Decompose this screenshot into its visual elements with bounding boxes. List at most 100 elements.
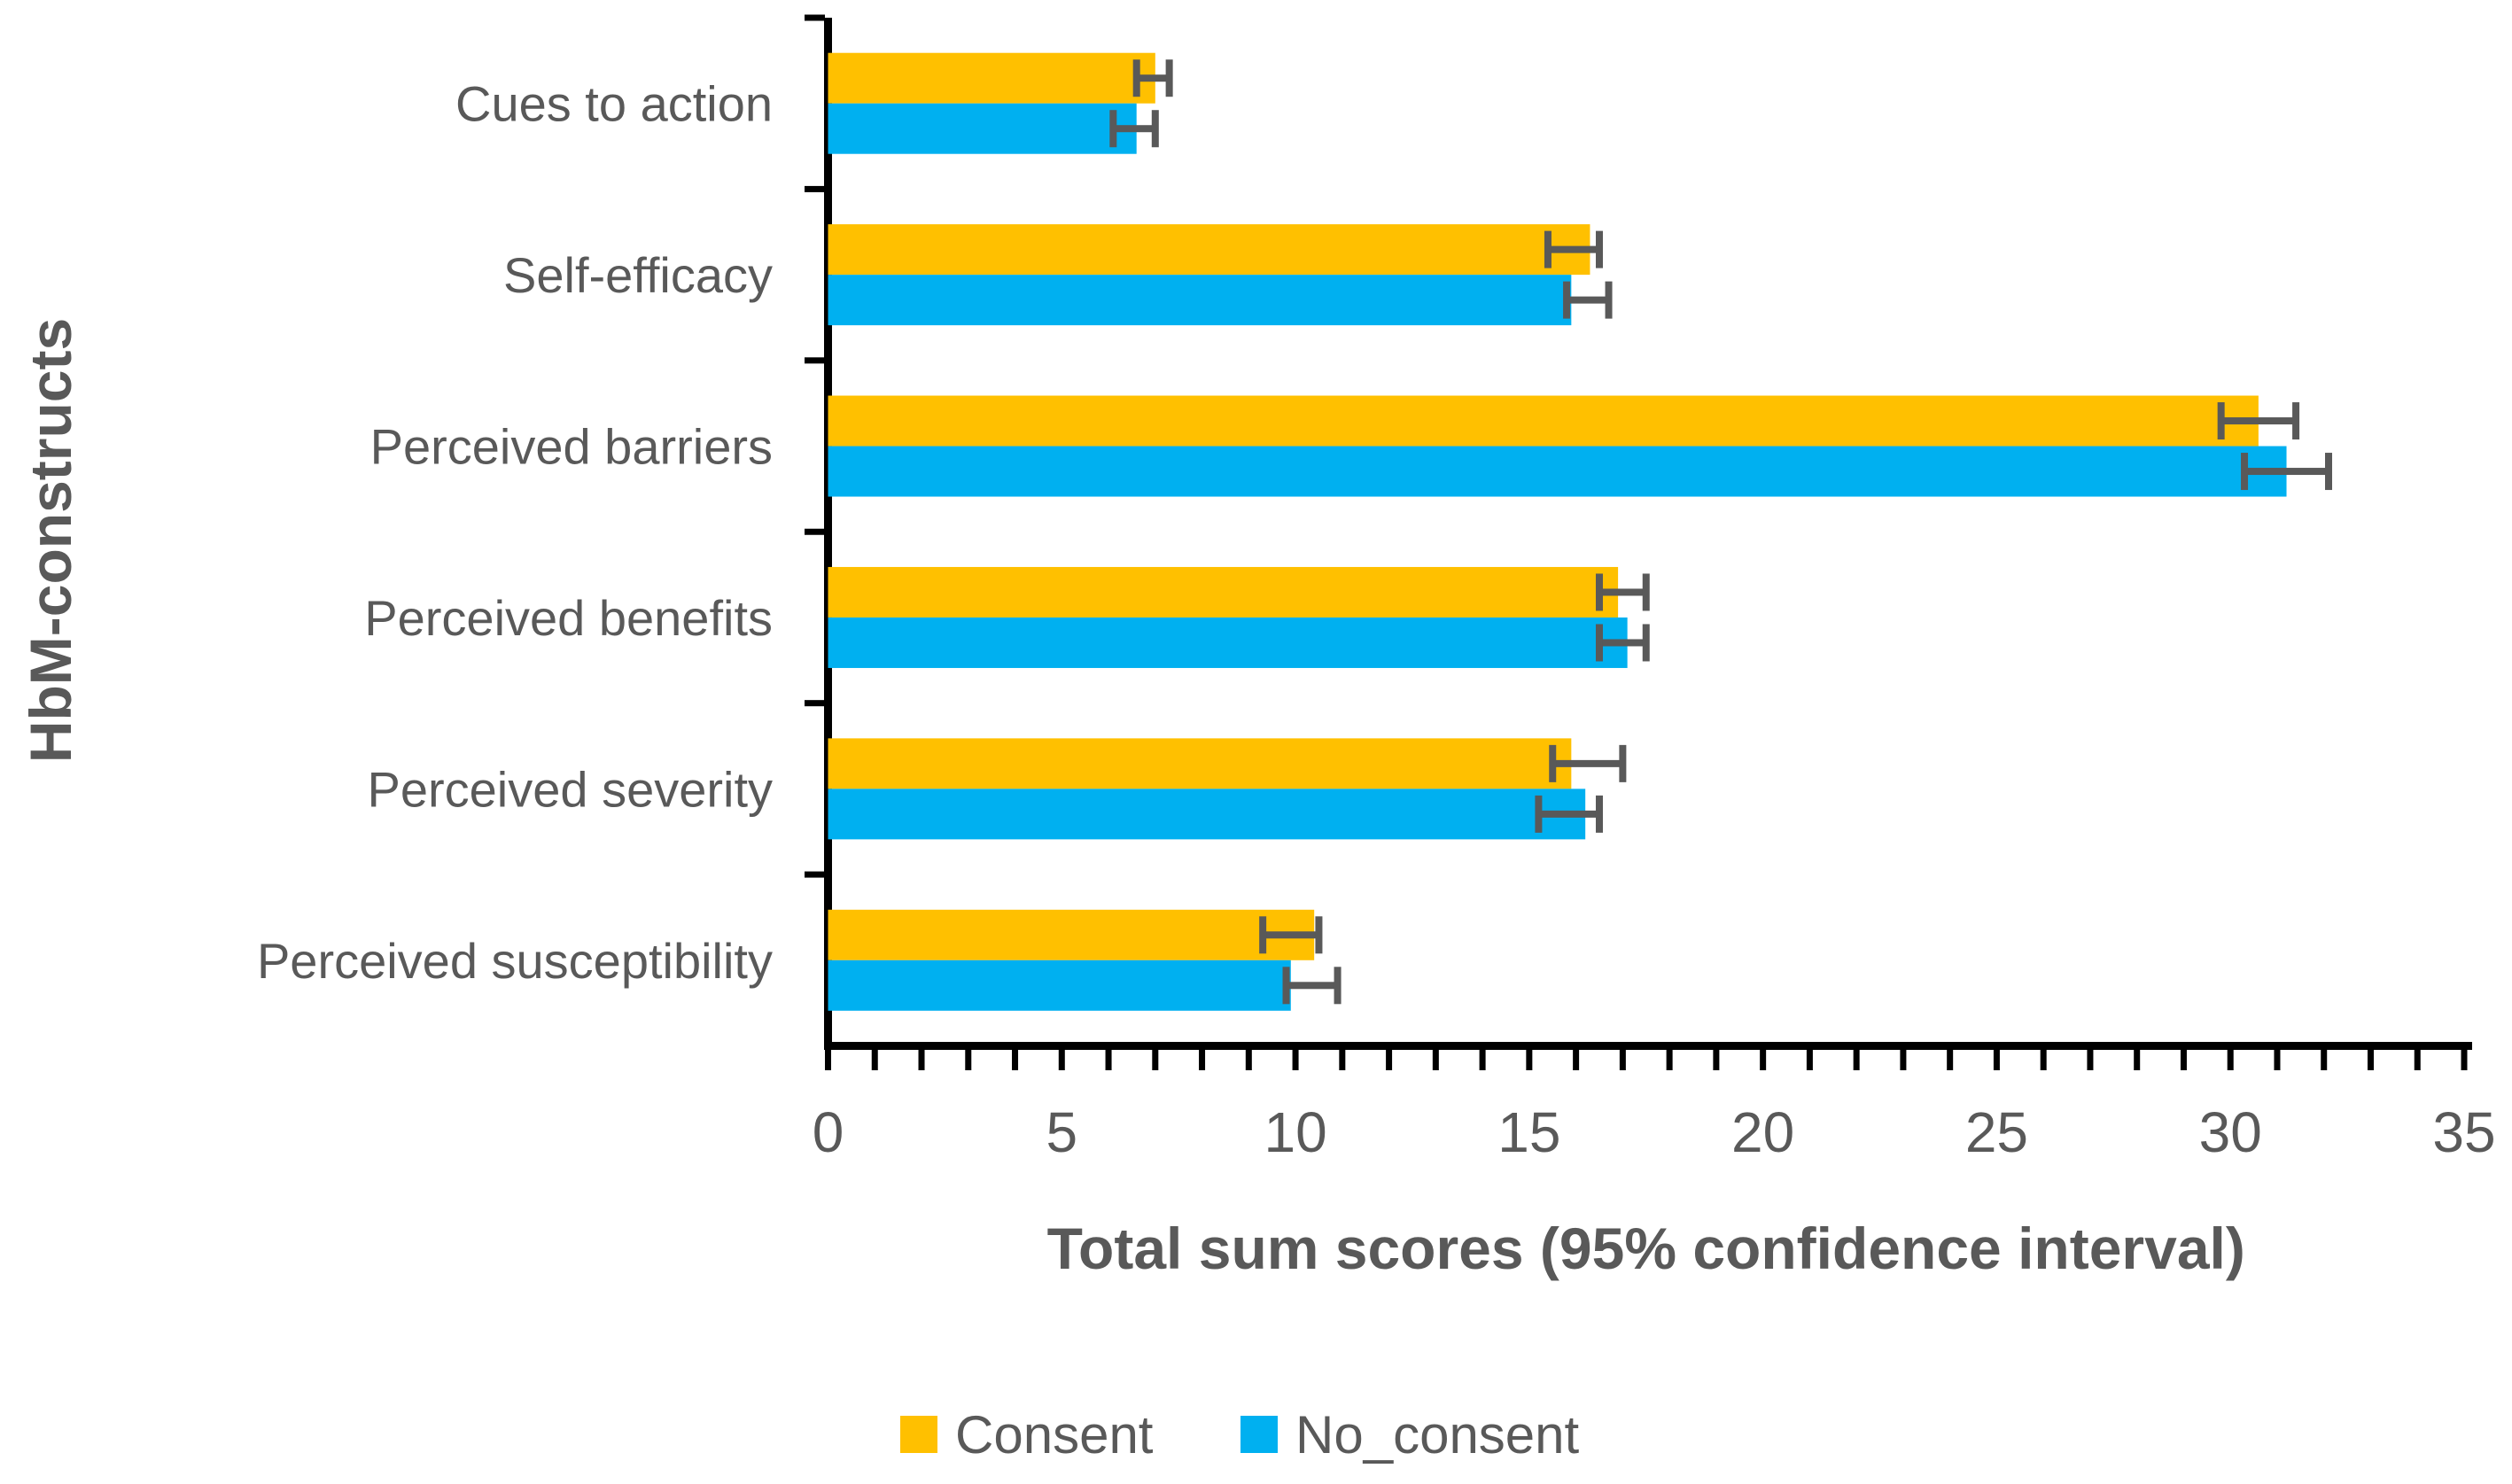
error-bar-cap-high [1595, 795, 1603, 833]
error-bar-cap-high [1642, 573, 1650, 611]
error-bar-cap-high [1151, 110, 1159, 148]
x-axis-tick [965, 1050, 972, 1070]
x-axis-tick [1199, 1050, 1206, 1070]
error-bar-line [1136, 74, 1170, 82]
error-bar-cap-low [1535, 795, 1543, 833]
x-axis-tick [1573, 1050, 1580, 1070]
error-bar-line [2244, 468, 2329, 476]
error-bar-line [1598, 639, 1646, 647]
x-axis-tick [1713, 1050, 1720, 1070]
category-label: Perceived susceptibility [257, 933, 773, 989]
x-tick-label: 0 [813, 1100, 844, 1164]
error-bar-cap-low [1132, 59, 1140, 97]
x-axis-tick [2134, 1050, 2141, 1070]
bar-consent [828, 52, 1155, 104]
bar-no_consent [828, 617, 1628, 668]
x-axis-tick [2087, 1050, 2094, 1070]
legend-label: No_consent [1295, 1405, 1580, 1465]
x-tick-label: 35 [2432, 1100, 2495, 1164]
x-axis-tick [2274, 1050, 2281, 1070]
x-axis-tick [2227, 1050, 2234, 1070]
legend-label: Consent [955, 1405, 1154, 1465]
x-axis-tick [2180, 1050, 2187, 1070]
bar-consent [828, 224, 1590, 276]
x-axis-tick [2414, 1050, 2421, 1070]
x-axis-tick [1900, 1050, 1907, 1070]
x-axis-tick [918, 1050, 925, 1070]
error-bar-line [1286, 982, 1338, 990]
error-bar-cap-low [2241, 453, 2249, 491]
error-bar-line [2220, 417, 2297, 425]
x-axis-tick [825, 1050, 831, 1070]
y-axis-tick [805, 871, 825, 878]
error-bar-cap-high [1619, 744, 1627, 782]
x-axis-tick [1386, 1050, 1393, 1070]
error-bar-cap-high [1334, 967, 1342, 1005]
x-tick-label: 5 [1046, 1100, 1077, 1164]
error-bar-line [1538, 810, 1599, 818]
x-axis-tick [1432, 1050, 1439, 1070]
y-axis-tick [805, 185, 825, 192]
category-label: Perceived barriers [370, 419, 773, 475]
bar-no_consent [828, 275, 1572, 326]
bar-consent [828, 566, 1619, 618]
x-tick-label: 15 [1497, 1100, 1560, 1164]
category-label: Perceived benefits [364, 590, 773, 646]
x-axis-tick [2321, 1050, 2328, 1070]
bar-consent [828, 395, 2259, 447]
x-axis-tick [1853, 1050, 1860, 1070]
error-bar-line [1113, 125, 1155, 133]
error-bar-cap-high [1642, 624, 1650, 662]
x-axis-tick [1526, 1050, 1533, 1070]
error-bar-cap-low [2217, 402, 2225, 440]
error-bar-cap-low [1259, 916, 1267, 954]
error-bar-cap-high [1595, 230, 1603, 268]
error-bar-cap-low [1563, 281, 1571, 319]
error-bar-cap-high [2292, 402, 2300, 440]
x-axis-tick [871, 1050, 878, 1070]
y-axis-tick [805, 14, 825, 21]
bar-no_consent [828, 960, 1291, 1011]
bar-no_consent [828, 789, 1586, 840]
x-axis-tick [1245, 1050, 1252, 1070]
error-bar-cap-low [1544, 230, 1552, 268]
x-axis-tick [1619, 1050, 1626, 1070]
x-axis-tick [1058, 1050, 1065, 1070]
error-bar-cap-low [1109, 110, 1117, 148]
category-label: Perceived severity [367, 761, 773, 817]
error-bar-cap-high [2325, 453, 2333, 491]
error-bar-line [1598, 588, 1646, 596]
y-axis-tick [805, 700, 825, 707]
x-tick-label: 20 [1731, 1100, 1794, 1164]
bar-no_consent [828, 103, 1137, 154]
y-axis-title: HbM-constructs [18, 318, 83, 763]
legend-swatch-consent [900, 1416, 937, 1453]
x-axis-tick [1152, 1050, 1159, 1070]
x-axis-tick [1806, 1050, 1813, 1070]
category-label: Cues to action [455, 76, 773, 132]
x-axis-tick [1292, 1050, 1299, 1070]
error-bar-cap-high [1605, 281, 1613, 319]
y-axis-tick [805, 528, 825, 535]
bar-consent [828, 909, 1315, 960]
x-axis-line [824, 1042, 2472, 1050]
x-axis-tick [1666, 1050, 1673, 1070]
x-axis-tick [1479, 1050, 1486, 1070]
bar-no_consent [828, 446, 2287, 497]
y-axis-tick [805, 357, 825, 364]
error-bar-line [1552, 759, 1623, 767]
x-axis-tick [1105, 1050, 1112, 1070]
x-axis-tick [1012, 1050, 1019, 1070]
error-bar-cap-high [1315, 916, 1323, 954]
error-bar-cap-low [1595, 624, 1603, 662]
x-tick-label: 30 [2199, 1100, 2262, 1164]
x-axis-tick [2040, 1050, 2047, 1070]
error-bar-cap-high [1165, 59, 1173, 97]
x-axis-title: Total sum scores (95% confidence interva… [1047, 1216, 2245, 1281]
error-bar-cap-low [1282, 967, 1290, 1005]
x-axis-tick [2367, 1050, 2374, 1070]
category-label: Self-efficacy [503, 247, 773, 303]
legend-swatch-no_consent [1240, 1416, 1278, 1453]
x-axis-tick [1947, 1050, 1954, 1070]
